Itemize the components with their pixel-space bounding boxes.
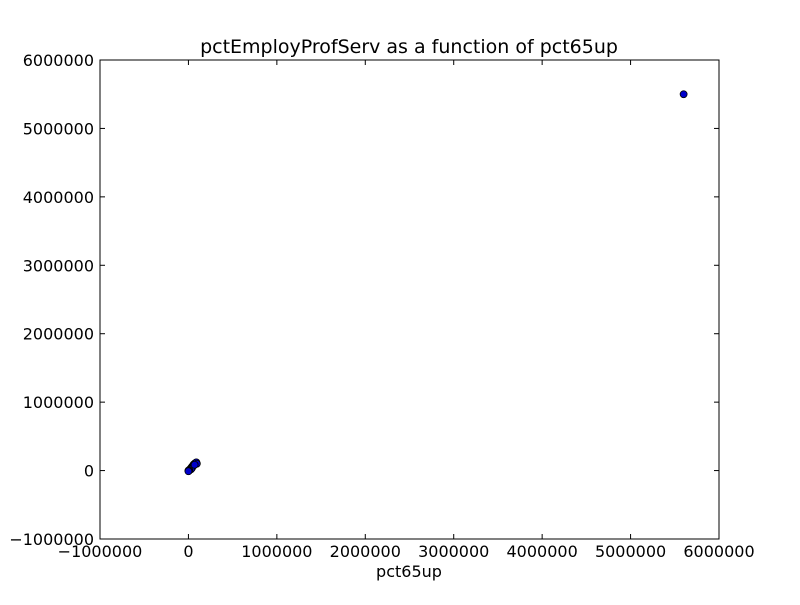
plot-frame	[99, 59, 720, 540]
x-tick-label: 2000000	[330, 542, 401, 561]
y-tick-label: −1000000	[9, 530, 94, 549]
data-point	[184, 467, 193, 476]
x-tick-label: −1000000	[58, 542, 143, 561]
y-tick-label: 6000000	[23, 51, 94, 70]
x-tick-label: 3000000	[418, 542, 489, 561]
y-tick-label: 3000000	[23, 256, 94, 275]
x-tick-label: 0	[183, 542, 193, 561]
y-tick-label: 5000000	[23, 119, 94, 138]
y-tick-label: 0	[84, 462, 94, 481]
y-tick-label: 2000000	[23, 325, 94, 344]
y-tick-label: 1000000	[23, 393, 94, 412]
points-layer	[184, 90, 688, 476]
chart-title: pctEmployProfServ as a function of pct65…	[200, 36, 618, 58]
x-tick-label: 4000000	[507, 542, 578, 561]
data-point	[679, 90, 688, 99]
x-tick-label: 5000000	[595, 542, 666, 561]
x-tick-label: 1000000	[241, 542, 312, 561]
data-point	[190, 460, 199, 469]
x-tick-label: 6000000	[683, 542, 754, 561]
y-tick-label: 4000000	[23, 188, 94, 207]
ticks-layer: −1000000 0 1000000 2000000 3000000 4000000 500…	[9, 51, 754, 561]
x-axis-label: pct65up	[376, 562, 442, 581]
